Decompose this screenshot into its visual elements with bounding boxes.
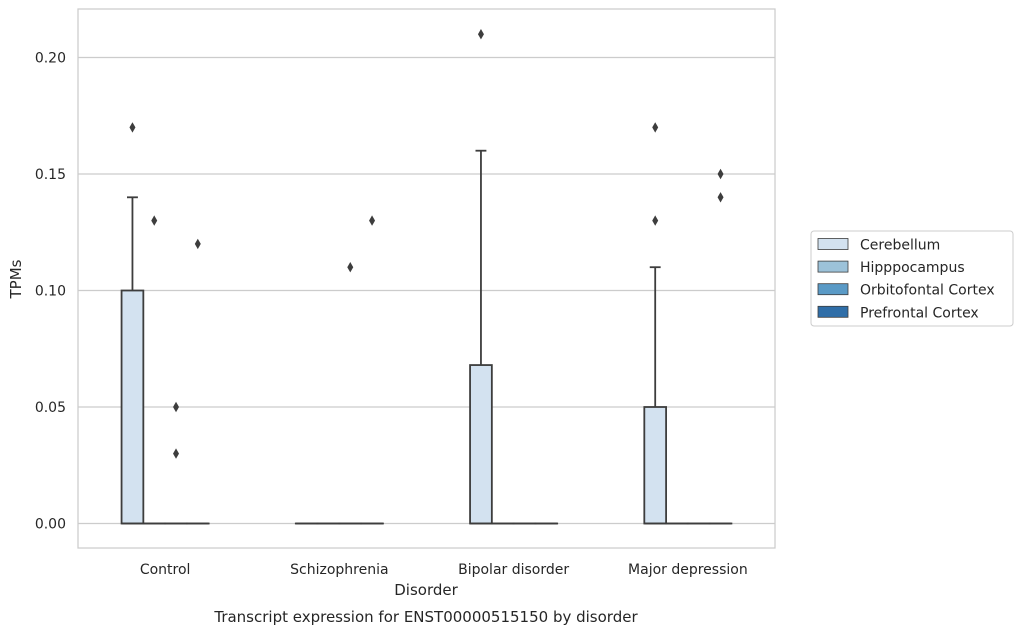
y-tick-label: 0.15 [35,167,66,183]
box-group [164,401,188,525]
legend-label: Orbitofontal Cortex [860,283,995,299]
legend-label: Cerebellum [860,238,940,254]
box-group [360,215,384,525]
legend-swatch [817,305,849,318]
y-tick-labels: 0.00 0.05 0.10 0.15 0.20 [35,51,66,533]
plot-area-frame [77,8,776,549]
outlier-point [173,401,180,413]
box-group [186,238,210,525]
box-group [708,168,733,525]
outlier-point [717,192,724,203]
box-group [142,215,167,525]
y-tick-label: 0.00 [35,517,66,533]
box-rect [120,289,145,525]
legend-frame [810,230,1014,327]
legend-label: Hipppocampus [860,260,965,276]
x-tick-label: Major depression [628,562,748,578]
box-group [469,29,493,525]
box-layer [120,29,733,525]
outlier-point [347,262,354,273]
y-tick-label: 0.05 [35,400,66,416]
box-group [643,122,667,525]
outlier-point [194,238,201,250]
x-axis-title: Disorder [394,581,458,599]
outlier-point [369,215,376,226]
y-axis-title: TPMs [7,259,25,299]
outlier-point [652,215,659,226]
legend-swatch [817,238,849,250]
y-tick-label: 0.20 [35,51,66,67]
outlier-point [477,29,484,40]
box-rect [469,364,493,525]
grid-lines [78,56,775,525]
x-tick-label: Control [140,562,191,578]
legend: Cerebellum Hipppocampus Orbitofontal Corte… [810,230,1014,327]
legend-swatch [817,260,849,273]
legend-swatch [817,283,849,296]
outlier-point [129,122,136,133]
outlier-point [173,448,180,459]
outlier-point [151,215,158,226]
box-group [120,122,145,525]
y-tick-label: 0.10 [35,284,66,300]
chart-caption: Transcript expression for ENST0000051515… [213,608,638,626]
x-tick-label: Schizophrenia [290,562,388,578]
legend-label: Prefrontal Cortex [860,305,979,321]
outlier-point [717,168,724,180]
box-rect [643,406,667,525]
x-tick-label: Bipolar disorder [458,562,569,578]
x-tick-labels: Control Schizophrenia Bipolar disorder Majo… [140,562,748,578]
outlier-point [652,122,659,133]
box-group [338,262,363,525]
